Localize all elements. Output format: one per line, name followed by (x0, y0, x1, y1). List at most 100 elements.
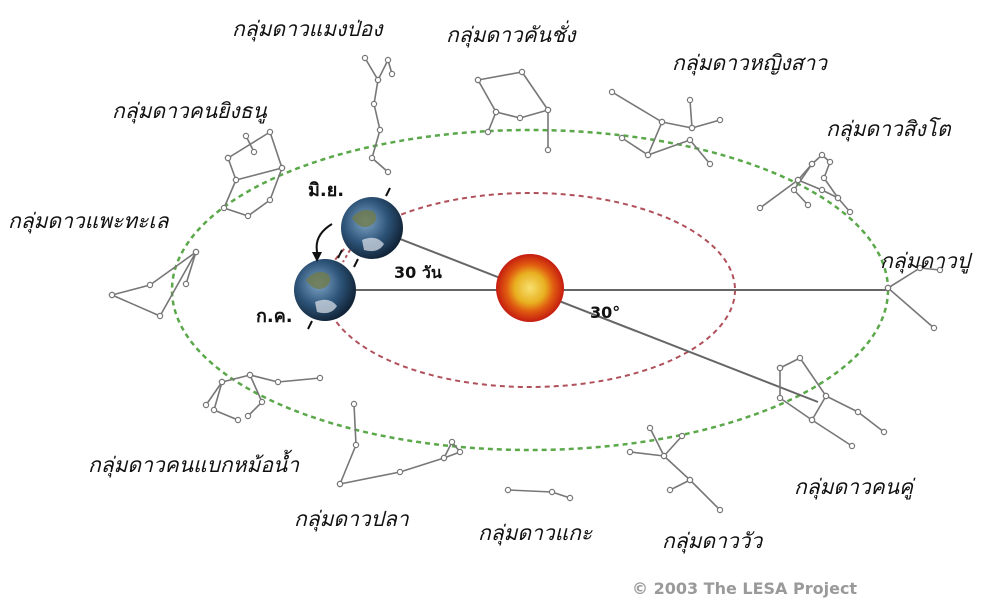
star-dot (826, 158, 834, 166)
star-dot (146, 281, 154, 289)
star-dot (544, 146, 552, 154)
star-dot (660, 452, 668, 460)
star-dot (182, 280, 190, 288)
star-dot (266, 128, 274, 136)
star-dot (376, 126, 384, 134)
earth-label-july: ก.ค. (256, 306, 293, 327)
label-leo: กลุ่มดาวสิงโต (826, 117, 952, 142)
constellation-sagittarius-figure (220, 128, 286, 220)
star-dot (266, 196, 274, 204)
star-dot (108, 291, 116, 299)
label-cancer: กลุ่มดาวปู (880, 249, 973, 274)
constellation-libra-figure (474, 68, 552, 154)
star-dot (808, 160, 816, 168)
motion-arrow (315, 223, 333, 257)
star-dot (820, 174, 828, 182)
label-pisces: กลุ่มดาวปลา (294, 507, 410, 532)
star-dot (192, 248, 200, 256)
star-dot (384, 56, 392, 64)
star-dot (374, 76, 382, 84)
star-dot (474, 76, 482, 84)
star-dot (448, 438, 456, 446)
label-libra: กลุ่มดาวคันชั่ง (446, 20, 577, 48)
label-sagittarius: กลุ่มดาวคนยิงธนู (112, 99, 267, 124)
earth-label-june: มิ.ย. (308, 180, 344, 201)
motion-arrowhead (312, 252, 322, 262)
constellation-leo-figure (756, 151, 854, 216)
star-dot (350, 400, 358, 408)
star-dot (492, 108, 500, 116)
star-dot (846, 208, 854, 216)
star-dot (716, 116, 724, 124)
sun (496, 254, 564, 322)
star-dot (658, 118, 666, 126)
star-dot (618, 134, 626, 142)
star-dot (232, 176, 240, 184)
star-dot (274, 378, 282, 386)
constellation-capricornus-figure (108, 248, 200, 320)
star-dot (688, 124, 696, 132)
star-dot (930, 324, 938, 332)
star-dot (388, 70, 396, 78)
star-dot (368, 154, 376, 162)
star-dot (516, 114, 524, 122)
label-scorpius: กลุ่มดาวแมงป่อง (232, 17, 384, 42)
star-dot (336, 480, 344, 488)
star-dot (884, 284, 892, 292)
star-dot (794, 176, 802, 184)
star-dot (818, 151, 826, 159)
star-dot (544, 106, 552, 114)
star-dot (234, 416, 242, 424)
star-dot (396, 468, 404, 476)
star-dot (370, 100, 378, 108)
constellation-scorpius-figure (361, 54, 396, 176)
star-dot (678, 432, 686, 440)
star-dot (518, 68, 526, 76)
star-dot (666, 486, 674, 494)
star-dot (646, 424, 654, 432)
star-dot (384, 168, 392, 176)
star-dot (456, 448, 464, 456)
star-dot (776, 364, 784, 372)
star-dot (361, 54, 369, 62)
star-dot (834, 194, 842, 202)
earth-connector (342, 249, 351, 263)
star-dot (156, 312, 164, 320)
star-dot (220, 204, 228, 212)
label-aries: กลุ่มดาวแกะ (478, 521, 593, 546)
star-dot (244, 212, 252, 220)
star-dot (504, 486, 512, 494)
star-dot (246, 371, 254, 379)
degree-label: 30° (590, 303, 620, 322)
star-dot (644, 151, 652, 159)
sightline-june (371, 227, 819, 403)
label-virgo: กลุ่มดาวหญิงสาว (672, 51, 828, 76)
star-dot (880, 428, 888, 436)
star-dot (316, 374, 324, 382)
star-dot (218, 378, 226, 386)
constellation-taurus-figure (626, 424, 724, 514)
star-dot (626, 448, 634, 456)
star-dot (242, 132, 250, 140)
constellation-pisces-figure (336, 400, 464, 488)
star-dot (608, 88, 616, 96)
star-dot (352, 441, 360, 449)
constellation-virgo-figure (608, 88, 724, 168)
star-dot (686, 96, 694, 104)
star-dot (210, 406, 218, 414)
star-dot (202, 401, 210, 409)
star-dot (796, 354, 804, 362)
earth-june (341, 187, 403, 268)
star-dot (756, 204, 764, 212)
star-dot (548, 488, 556, 496)
star-dot (916, 264, 924, 272)
star-dot (822, 392, 830, 400)
star-dot (804, 201, 812, 209)
constellation-gemini-figure (776, 354, 888, 450)
star-dot (484, 128, 492, 136)
star-dot (818, 186, 826, 194)
label-taurus: กลุ่มดาววัว (662, 529, 763, 554)
star-dot (808, 416, 816, 424)
star-dot (278, 164, 286, 172)
